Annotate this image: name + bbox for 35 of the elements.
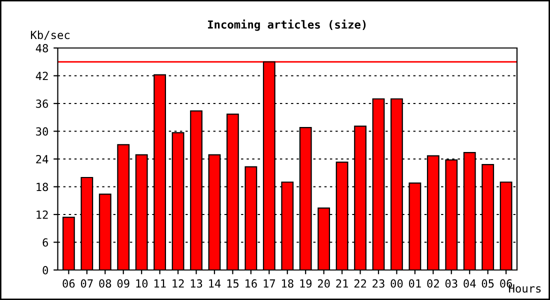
x-tick-label: 11 [154, 279, 166, 288]
x-tick-label: 18 [282, 279, 294, 288]
x-tick-label: 15 [227, 279, 239, 288]
x-tick-label: 20 [318, 279, 330, 288]
y-tick-label: 12 [36, 210, 48, 219]
y-tick-label: 48 [36, 44, 48, 52]
x-tick-label: 00 [390, 279, 403, 288]
x-tick-label: 16 [246, 279, 257, 288]
chart-title: Incoming articles (size) [208, 20, 366, 31]
y-tick-label: 0 [42, 266, 48, 274]
x-tick-label: 19 [300, 279, 312, 288]
y-tick-label: 42 [36, 72, 48, 80]
x-tick-label: 01 [408, 279, 421, 288]
x-tick-label: 13 [190, 279, 202, 288]
x-tick-label: 14 [209, 279, 221, 288]
x-tick-label: 10 [136, 279, 148, 288]
x-tick-label: 04 [464, 279, 476, 288]
x-tick-label: 06 [62, 279, 75, 288]
x-tick-label: 17 [264, 279, 276, 288]
y-tick-label: 24 [36, 155, 48, 164]
y-tick-label: 30 [36, 127, 48, 136]
y-axis-title: Kb/sec [30, 30, 70, 40]
x-tick-label: 07 [80, 279, 93, 288]
x-tick-label: 03 [445, 279, 458, 288]
x-tick-label: 05 [482, 279, 494, 288]
y-tick-label: 6 [42, 238, 48, 247]
x-tick-label: 08 [99, 279, 112, 288]
x-tick-label: 23 [372, 279, 384, 288]
x-tick-label: 09 [117, 279, 130, 288]
x-tick-label: 12 [172, 279, 184, 288]
x-tick-label: 21 [336, 279, 348, 288]
x-tick-label: 22 [354, 279, 366, 288]
x-tick-label: 02 [427, 279, 439, 288]
y-tick-label: 18 [36, 182, 48, 192]
y-tick-label: 36 [36, 100, 48, 108]
